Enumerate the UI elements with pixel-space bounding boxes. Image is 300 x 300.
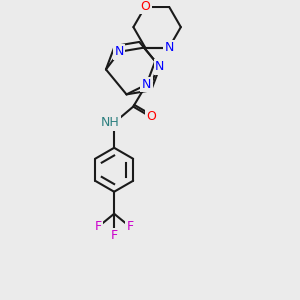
Text: F: F	[127, 220, 134, 233]
Text: NH: NH	[101, 116, 120, 129]
Text: O: O	[146, 110, 156, 123]
Text: F: F	[111, 229, 118, 242]
Text: N: N	[142, 78, 151, 91]
Text: O: O	[140, 0, 150, 13]
Text: N: N	[115, 45, 124, 58]
Text: N: N	[155, 60, 165, 74]
Text: F: F	[94, 220, 101, 233]
Text: N: N	[164, 41, 174, 54]
